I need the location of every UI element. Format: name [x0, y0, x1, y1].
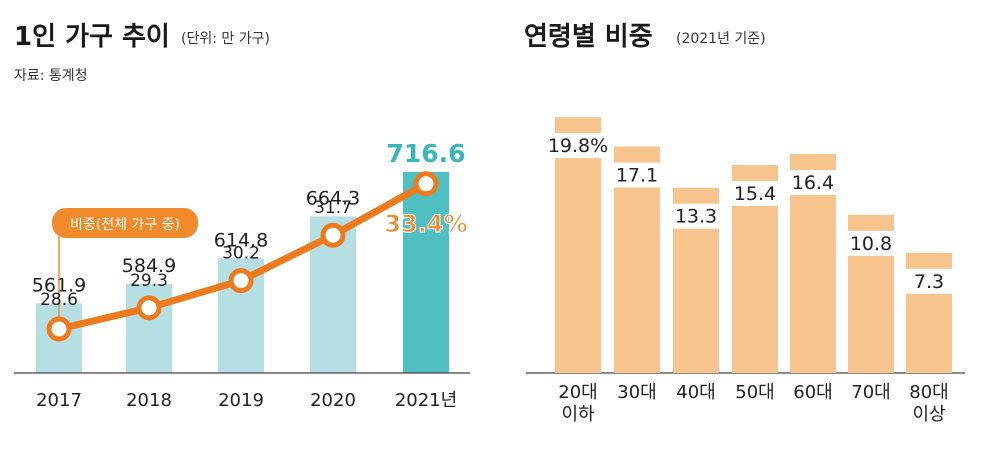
share-point-label: 29.3: [130, 271, 168, 291]
age-category-label: 30대: [617, 382, 656, 403]
age-bar-20대: [555, 158, 601, 373]
age-bar-30대: [614, 187, 660, 373]
bar-value-label: 584.9: [122, 255, 176, 277]
data-source: 자료: 통계청: [14, 68, 88, 84]
age-bar-value-label: 16.4: [792, 172, 834, 194]
age-bar-cap: [790, 154, 836, 171]
share-point: [46, 316, 72, 342]
x-tick-label: 2020: [310, 390, 356, 411]
bar-value-label: 614.8: [214, 229, 268, 251]
x-tick-label: 2021년: [395, 390, 457, 411]
age-bar-60대: [790, 195, 836, 373]
age-bar-40대: [673, 228, 719, 373]
age-bar-value-label: 15.4: [734, 183, 776, 205]
bar-2021년: [403, 171, 449, 373]
share-callout-label: 비중(전체 가구 중): [70, 217, 180, 233]
age-share-chart: 19.8% 20대 이하 17.1 30대 13.3 40대 15.4 50대 16.4 60대 10…: [526, 117, 965, 425]
age-bar-value-label: 19.8%: [548, 135, 608, 157]
x-tick-label: 2018: [126, 390, 172, 411]
age-bar-80대: [906, 293, 952, 373]
share-point-label: 33.4%: [384, 210, 467, 238]
x-tick-label: 2019: [218, 390, 264, 411]
left-chart-unit: (단위: 만 가구): [181, 31, 270, 47]
age-bar-cap: [848, 214, 894, 231]
age-category-label: 60대: [793, 382, 832, 403]
age-category-label: 50대: [735, 382, 774, 403]
bar-value-label: 716.6: [386, 139, 465, 168]
age-bar-value-label: 7.3: [914, 271, 944, 293]
share-point-label: 30.2: [222, 244, 260, 264]
share-point-label: 31.7: [314, 198, 352, 218]
age-bar-70대: [848, 255, 894, 373]
age-bar-cap: [673, 187, 719, 204]
age-bar-cap: [732, 164, 778, 181]
share-callout-pill: [52, 208, 198, 238]
age-bar-value-label: 10.8: [850, 233, 892, 255]
age-bar-cap: [906, 252, 952, 269]
age-bar-value-label: 13.3: [675, 206, 717, 228]
age-bar-50대: [732, 205, 778, 373]
age-bar-cap: [614, 146, 660, 163]
age-category-label: 40대: [676, 382, 715, 403]
age-category-label: 20대 이하: [558, 382, 597, 425]
age-bar-value-label: 17.1: [616, 164, 658, 186]
share-point: [228, 268, 254, 294]
age-category-label: 80대 이상: [909, 382, 948, 425]
share-point: [413, 171, 439, 197]
age-category-label: 70대: [851, 382, 890, 403]
share-point: [320, 222, 346, 248]
share-point-label: 28.6: [40, 290, 78, 310]
share-point: [136, 295, 162, 321]
x-tick-label: 2017: [36, 390, 82, 411]
age-bar-cap: [555, 117, 601, 134]
right-chart-title: 연령별 비중: [524, 22, 653, 52]
left-chart-title: 1인 가구 추이: [14, 22, 170, 52]
right-chart-basis: (2021년 기준): [676, 31, 766, 47]
bar-value-label: 664.3: [306, 187, 360, 209]
